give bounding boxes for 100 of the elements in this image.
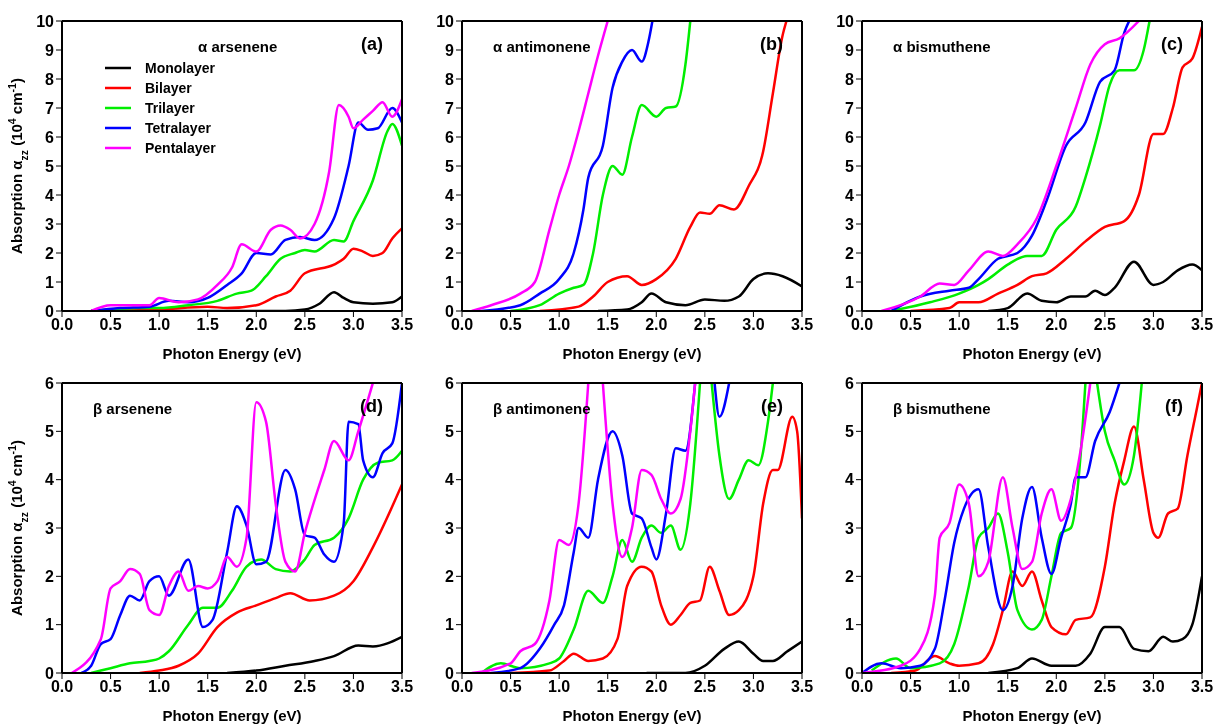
y-tick-label: 3 (845, 215, 855, 233)
x-tick-label: 3.5 (390, 316, 414, 334)
legend-label: Bilayer (145, 80, 192, 96)
x-tick-label: 2.5 (693, 316, 717, 334)
x-tick-label: 0.0 (850, 316, 874, 334)
y-tick-label: 1 (45, 273, 55, 291)
x-tick-label: 2.5 (693, 678, 717, 696)
y-tick-label: 8 (445, 70, 455, 88)
y-tick-label: 9 (445, 41, 455, 59)
y-tick-label: 2 (45, 244, 55, 262)
y-tick-label: 1 (845, 273, 855, 291)
x-tick-label: 0.5 (99, 316, 122, 334)
annotation: (c) (1161, 34, 1183, 55)
x-tick-label: 3.0 (742, 316, 765, 334)
y-tick-label: 2 (445, 244, 455, 262)
x-tick-label: 1.0 (148, 316, 171, 334)
y-tick-label: 1 (845, 616, 855, 634)
x-axis-title: Photon Energy (eV) (562, 707, 702, 724)
x-tick-label: 0.5 (499, 678, 522, 696)
x-tick-label: 0.0 (50, 316, 74, 334)
y-tick-label: 2 (845, 568, 855, 586)
annotation: (f) (1165, 396, 1183, 417)
x-axis-title: Photon Energy (eV) (162, 707, 302, 724)
x-axis-title: Photon Energy (eV) (162, 345, 302, 362)
y-tick-label: 9 (45, 41, 55, 59)
y-tick-label: 5 (845, 423, 855, 441)
annotation: β bismuthene (893, 400, 991, 417)
y-tick-label: 1 (445, 273, 455, 291)
annotation: (a) (361, 34, 383, 55)
x-tick-label: 2.5 (293, 678, 317, 696)
legend-label: Monolayer (145, 60, 216, 76)
y-tick-label: 4 (45, 471, 55, 489)
y-tick-label: 6 (45, 128, 55, 146)
y-tick-label: 2 (845, 244, 855, 262)
y-tick-label: 4 (445, 471, 455, 489)
x-tick-label: 3.5 (390, 678, 414, 696)
y-tick-label: 3 (445, 519, 455, 537)
x-tick-label: 2.0 (1045, 316, 1068, 334)
x-tick-label: 2.5 (1093, 316, 1117, 334)
x-tick-label: 1.5 (196, 678, 219, 696)
x-tick-label: 1.5 (596, 316, 619, 334)
y-tick-label: 6 (445, 128, 455, 146)
x-tick-label: 3.5 (1190, 678, 1214, 696)
x-tick-label: 2.0 (1045, 678, 1068, 696)
y-tick-label: 3 (45, 519, 55, 537)
x-tick-label: 0.0 (450, 678, 474, 696)
x-tick-label: 1.5 (596, 678, 619, 696)
x-axis-title: Photon Energy (eV) (962, 345, 1102, 362)
y-tick-label: 7 (45, 99, 55, 117)
y-tick-label: 5 (445, 423, 455, 441)
legend-label: Pentalayer (145, 140, 216, 156)
x-tick-label: 2.0 (245, 678, 268, 696)
x-tick-label: 1.5 (996, 678, 1019, 696)
x-tick-label: 2.5 (1093, 678, 1117, 696)
x-tick-label: 0.0 (50, 678, 74, 696)
x-axis-title: Photon Energy (eV) (562, 345, 702, 362)
y-tick-label: 6 (845, 374, 855, 392)
x-tick-label: 3.5 (790, 678, 814, 696)
annotation: α antimonene (493, 38, 591, 55)
y-tick-label: 6 (445, 374, 455, 392)
x-tick-label: 3.5 (1190, 316, 1214, 334)
x-axis-title: Photon Energy (eV) (962, 707, 1102, 724)
y-tick-label: 7 (845, 99, 855, 117)
legend-label: Tetralayer (145, 120, 211, 136)
y-tick-label: 10 (436, 12, 455, 30)
y-tick-label: 8 (45, 70, 55, 88)
y-tick-label: 6 (45, 374, 55, 392)
y-tick-label: 5 (445, 157, 455, 175)
y-tick-label: 4 (45, 186, 55, 204)
x-tick-label: 3.5 (790, 316, 814, 334)
x-tick-label: 3.0 (742, 678, 765, 696)
annotation: β arsenene (93, 400, 173, 417)
legend-label: Trilayer (145, 100, 195, 116)
x-tick-label: 3.0 (342, 678, 365, 696)
y-tick-label: 1 (45, 616, 55, 634)
x-tick-label: 1.0 (148, 678, 171, 696)
line-series (470, 21, 609, 311)
x-tick-label: 3.0 (1142, 316, 1165, 334)
y-tick-label: 10 (36, 12, 55, 30)
y-tick-label: 5 (45, 423, 55, 441)
x-tick-label: 2.0 (645, 316, 668, 334)
x-tick-label: 1.0 (948, 678, 971, 696)
x-tick-label: 0.5 (899, 678, 922, 696)
y-tick-label: 1 (445, 616, 455, 634)
x-tick-label: 1.0 (948, 316, 971, 334)
y-tick-label: 2 (45, 568, 55, 586)
x-tick-label: 0.0 (450, 316, 474, 334)
x-tick-label: 2.5 (293, 316, 317, 334)
x-tick-label: 2.0 (245, 316, 268, 334)
annotation: α bismuthene (893, 38, 991, 55)
y-tick-label: 6 (845, 128, 855, 146)
x-tick-label: 1.0 (548, 316, 571, 334)
y-tick-label: 3 (445, 215, 455, 233)
y-tick-label: 3 (45, 215, 55, 233)
y-tick-label: 9 (845, 41, 855, 59)
y-tick-label: 5 (45, 157, 55, 175)
x-tick-label: 0.5 (499, 316, 522, 334)
y-tick-label: 10 (836, 12, 855, 30)
x-tick-label: 1.0 (548, 678, 571, 696)
y-tick-label: 7 (445, 99, 455, 117)
